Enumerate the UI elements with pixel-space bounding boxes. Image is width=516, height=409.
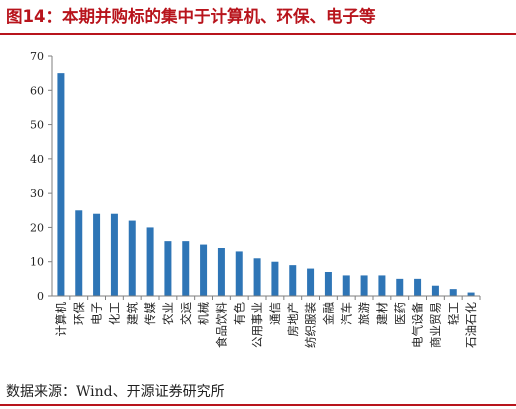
x-tick-label: 通信 [268, 302, 282, 325]
bar [271, 261, 279, 296]
bar [467, 292, 475, 296]
bar [414, 278, 422, 296]
bottom-divider [0, 404, 516, 406]
bar [342, 275, 350, 296]
bar [128, 220, 136, 296]
bar [378, 275, 386, 296]
bar [200, 244, 208, 296]
x-tick-label: 化工 [107, 302, 121, 325]
x-tick-label: 建筑 [125, 302, 139, 325]
y-tick-label: 40 [30, 153, 44, 166]
figure-title: 图14：本期并购标的集中于计算机、环保、电子等 [6, 7, 376, 26]
source-note: 数据来源：Wind、开源证券研究所 [6, 384, 225, 400]
y-tick-label: 50 [30, 119, 44, 132]
bar [253, 258, 261, 296]
x-tick-label: 交运 [179, 302, 193, 325]
bar [360, 275, 368, 296]
x-tick-label: 电气设备 [411, 302, 425, 348]
x-tick-label: 建材 [375, 302, 389, 325]
y-tick-label: 30 [30, 187, 44, 200]
bar [307, 268, 315, 296]
y-tick-label: 60 [30, 84, 44, 97]
bar [324, 272, 332, 296]
x-tick-label: 食品饮料 [214, 302, 228, 348]
y-tick-label: 70 [30, 50, 44, 63]
bar [182, 241, 190, 296]
bar [75, 210, 83, 296]
x-tick-label: 纺织服装 [304, 302, 318, 348]
x-tick-label: 机械 [197, 302, 211, 325]
x-tick-label: 轻工 [446, 302, 460, 325]
x-axis: 计算机 环保 电子 化工 建筑 传媒 农业 交运 机械 食品饮料 有色 公用事业 通信 房地产 纺织服装 金融… [52, 295, 481, 348]
bar-chart: 0 10 20 30 40 50 60 70 计算机 环保 电子 化工 建筑 传媒 农业 交运 机械 食品饮料有… [30, 50, 481, 348]
x-tick-label: 商业贸易 [428, 302, 442, 348]
x-tick-label: 环保 [72, 302, 86, 325]
x-tick-label: 计算机 [54, 302, 68, 337]
bar [431, 285, 439, 296]
y-tick-label: 20 [30, 221, 44, 234]
bar [235, 251, 243, 296]
y-axis: 0 10 20 30 40 50 60 70 [30, 50, 53, 303]
bar [289, 265, 297, 296]
y-tick-label: 0 [37, 290, 44, 303]
x-tick-label: 公用事业 [250, 302, 264, 348]
x-tick-label: 石油石化 [464, 302, 478, 348]
bar [57, 73, 65, 296]
x-tick-label: 有色 [232, 302, 246, 325]
bar [164, 241, 172, 296]
x-tick-label: 汽车 [339, 302, 353, 325]
x-tick-label: 农业 [161, 302, 175, 325]
x-tick-label: 房地产 [286, 302, 300, 337]
title-divider [0, 33, 516, 35]
bars [57, 73, 475, 296]
x-tick-label: 旅游 [357, 302, 371, 325]
x-tick-label: 金融 [321, 302, 335, 325]
bar [449, 289, 457, 296]
x-tick-label: 传媒 [143, 302, 157, 325]
y-tick-label: 10 [30, 256, 44, 269]
x-tick-label: 医药 [393, 302, 407, 325]
bar [93, 213, 101, 296]
bar [217, 248, 225, 296]
bar [110, 213, 118, 296]
bar [146, 227, 154, 296]
x-tick-label: 电子 [90, 302, 104, 325]
bar [396, 278, 404, 296]
